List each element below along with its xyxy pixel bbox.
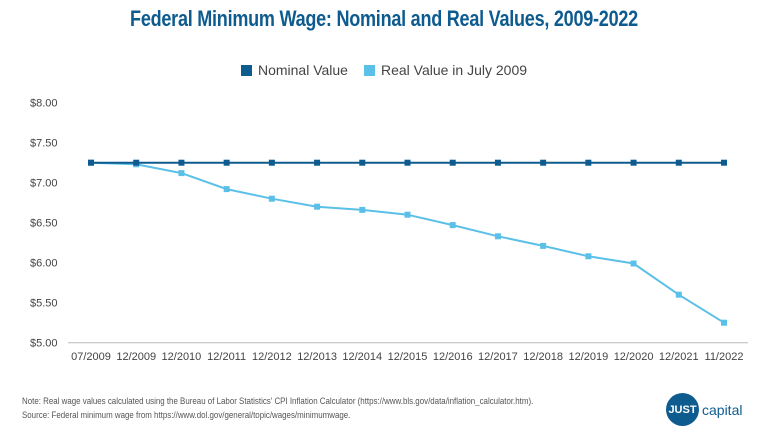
data-point-real — [314, 203, 321, 210]
x-tick-label: 12/2018 — [523, 351, 563, 363]
data-point-nominal — [540, 159, 547, 166]
data-point-real — [268, 195, 275, 202]
note-text: Note: Real wage values calculated using … — [22, 396, 534, 406]
legend-swatch-nominal — [240, 64, 252, 76]
y-tick-label: $7.00 — [30, 178, 58, 190]
y-tick-label: $5.00 — [30, 338, 58, 350]
chart-title: Federal Minimum Wage: Nominal and Real V… — [130, 6, 638, 31]
data-point-nominal — [449, 159, 456, 166]
just-capital-logo: JUST capital — [666, 393, 742, 426]
y-tick-label: $6.00 — [30, 258, 58, 270]
data-point-real — [178, 170, 185, 177]
data-point-nominal — [721, 159, 727, 166]
x-tick-label: 12/2010 — [162, 351, 202, 363]
y-tick-label: $5.50 — [30, 298, 58, 310]
x-tick-label: 12/2020 — [614, 351, 654, 363]
x-tick-label: 12/2014 — [342, 351, 382, 363]
data-point-real — [494, 233, 501, 240]
data-point-real — [585, 253, 592, 260]
x-tick-label: 12/2015 — [388, 351, 428, 363]
data-point-nominal — [178, 159, 185, 166]
data-point-nominal — [585, 159, 592, 166]
data-point-nominal — [133, 159, 140, 166]
data-point-real — [630, 260, 637, 267]
x-tick-label: 12/2011 — [207, 351, 246, 363]
legend-item-real: Real Value in July 2009 — [363, 62, 528, 78]
x-tick-label: 12/2017 — [478, 351, 518, 363]
data-point-nominal — [268, 159, 275, 166]
x-tick-label: 12/2009 — [116, 351, 156, 363]
x-tick-label: 11/2022 — [705, 351, 744, 363]
line-chart: $5.00 $5.50 $6.00 $6.50 $7.00 $7.50 $8.00 07/20… — [30, 98, 748, 363]
legend-item-nominal: Nominal Value — [240, 62, 348, 78]
data-point-real — [721, 319, 727, 326]
y-tick-label: $7.50 — [30, 138, 58, 150]
data-point-nominal — [630, 159, 637, 166]
data-point-nominal — [314, 159, 321, 166]
legend-swatch-real — [363, 64, 375, 76]
logo-mark: JUST — [666, 393, 699, 426]
data-point-nominal — [494, 159, 501, 166]
data-point-nominal — [359, 159, 366, 166]
data-point-nominal — [675, 159, 682, 166]
data-point-nominal — [404, 159, 411, 166]
source-text: Source: Federal minimum wage from https:… — [22, 410, 351, 420]
x-tick-label: 12/2016 — [433, 351, 473, 363]
x-tick-label: 12/2019 — [568, 351, 608, 363]
data-point-real — [449, 222, 456, 229]
logo-text: capital — [702, 401, 743, 418]
data-point-real — [675, 291, 682, 298]
series-line-real — [90, 161, 725, 324]
y-tick-label: $8.00 — [30, 98, 58, 110]
data-point-nominal — [88, 159, 94, 166]
data-point-real — [359, 206, 366, 213]
legend-label-real: Real Value in July 2009 — [380, 62, 528, 78]
legend: Nominal Value Real Value in July 2009 — [0, 62, 768, 78]
y-tick-label: $6.50 — [30, 218, 58, 230]
legend-label-nominal: Nominal Value — [257, 62, 348, 78]
data-point-real — [404, 211, 411, 218]
x-tick-label: 12/2021 — [659, 351, 699, 363]
x-tick-label: 12/2012 — [252, 351, 292, 363]
data-point-real — [223, 186, 230, 193]
data-point-nominal — [223, 159, 230, 166]
x-tick-label: 07/2009 — [71, 351, 111, 363]
data-point-real — [540, 242, 547, 249]
x-tick-label: 12/2013 — [297, 351, 337, 363]
